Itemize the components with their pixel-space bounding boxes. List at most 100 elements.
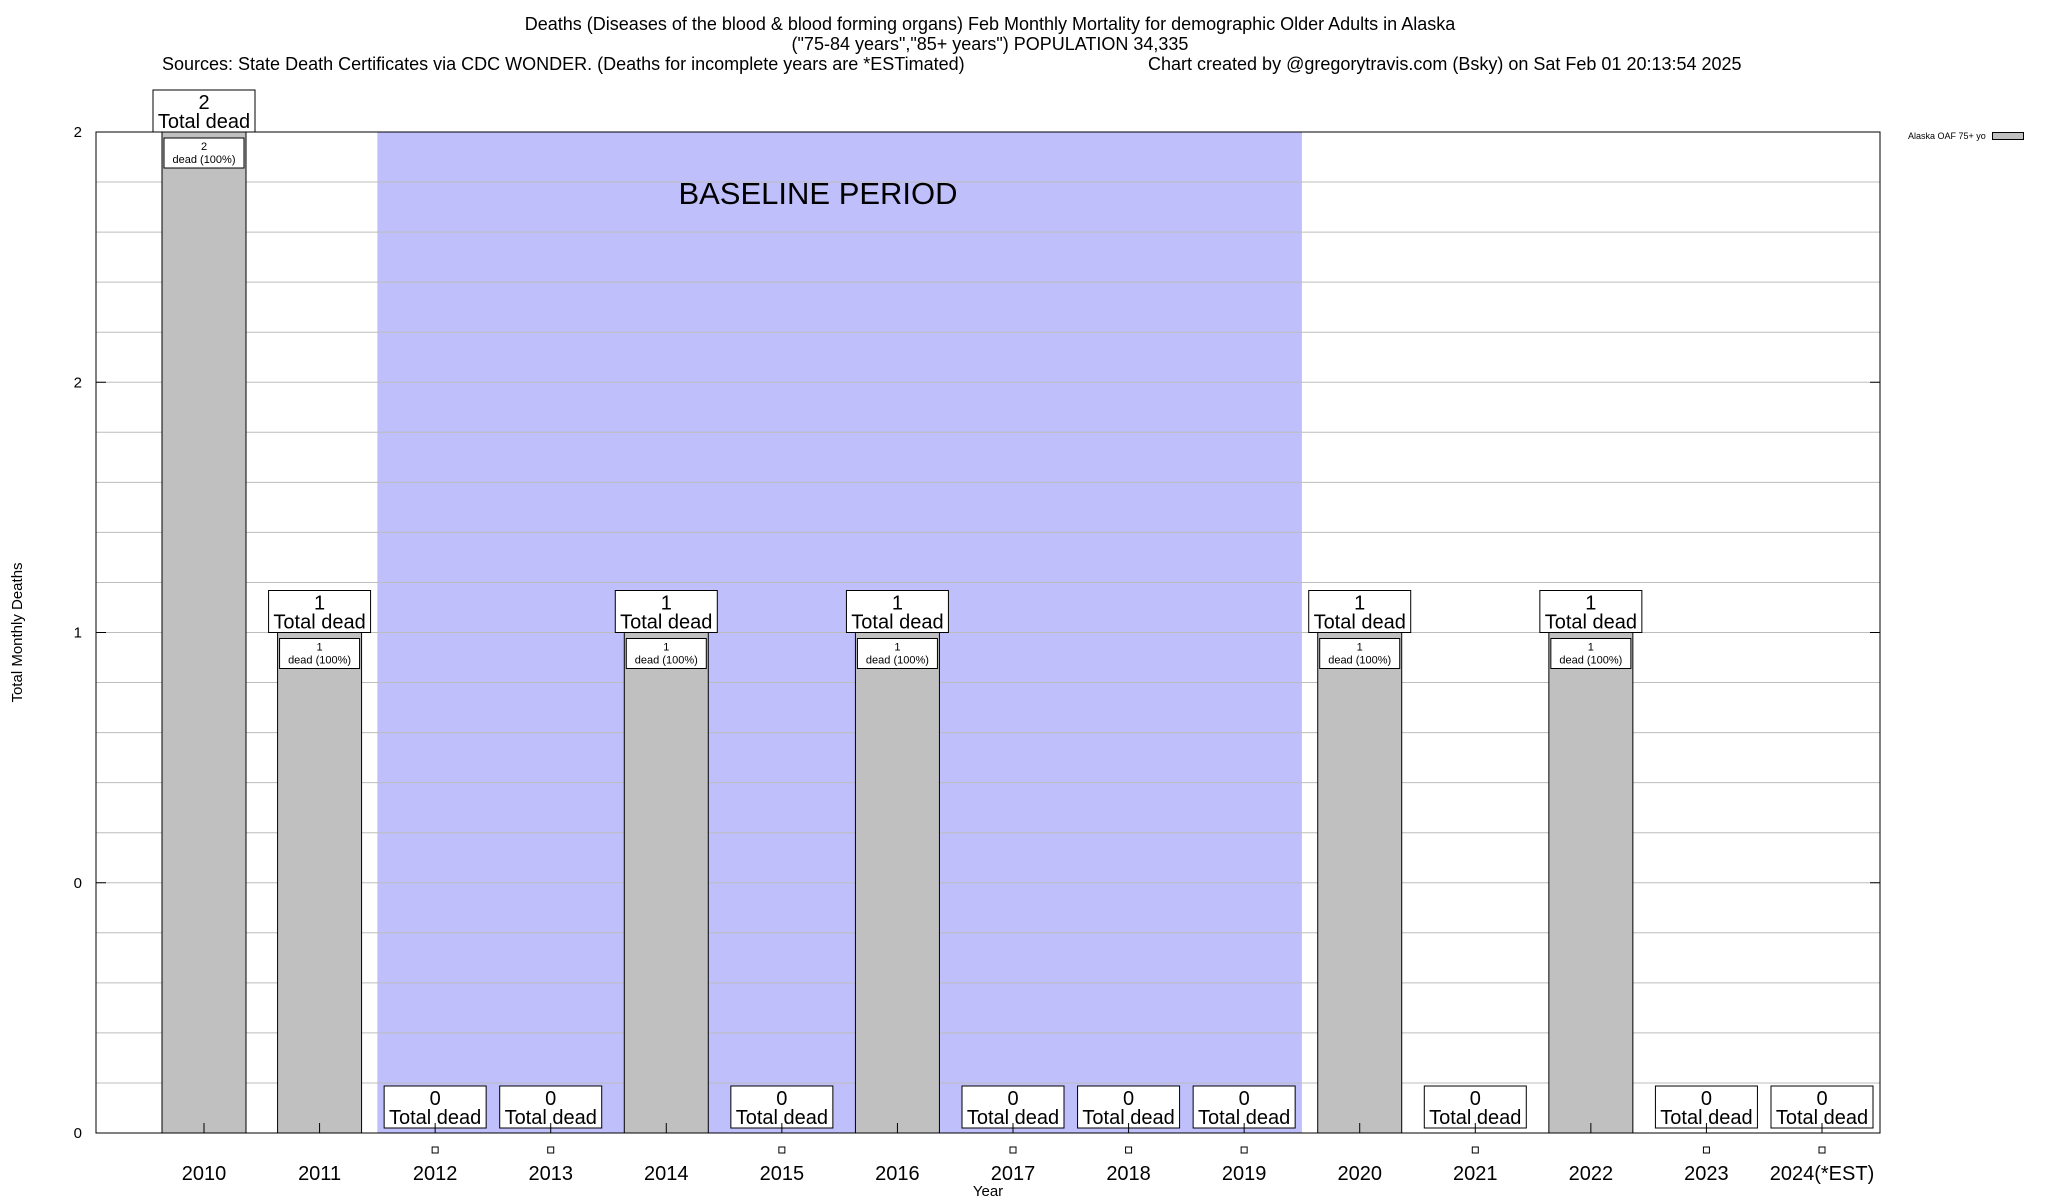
zero-marker: [778, 1146, 786, 1154]
x-tick-label: 2016: [875, 1163, 920, 1185]
total-value-label: 0: [430, 1088, 441, 1110]
total-label-box: [1192, 1085, 1296, 1129]
bar-inner-label-box: [279, 638, 361, 669]
total-text-label: Total dead: [158, 111, 250, 133]
bar-inner-label-box: [1550, 638, 1632, 669]
x-tick-label: 2019: [1222, 1163, 1267, 1185]
total-value-label: 1: [314, 593, 325, 615]
bar: [277, 632, 363, 1134]
x-tick-label: 2012: [413, 1163, 458, 1185]
total-value-label: 0: [1239, 1088, 1250, 1110]
total-value-label: 0: [1007, 1088, 1018, 1110]
bar-inner-label: 1: [663, 642, 669, 654]
bar-inner-label-sub: dead (100%): [635, 655, 698, 667]
total-label-box: [152, 89, 256, 133]
zero-marker: [1125, 1146, 1133, 1154]
bar-inner-label-sub: dead (100%): [1328, 655, 1391, 667]
chart-credit: Chart created by @gregorytravis.com (Bsk…: [1148, 54, 1742, 74]
total-text-label: Total dead: [736, 1107, 828, 1129]
total-value-label: 1: [1585, 593, 1596, 615]
x-tick-label: 2024(*EST): [1770, 1163, 1875, 1185]
total-value-label: 0: [1470, 1088, 1481, 1110]
bar: [1548, 632, 1634, 1134]
bar-inner-label: 1: [317, 642, 323, 654]
x-tick-label: 2018: [1106, 1163, 1151, 1185]
y-axis-title: Total Monthly Deaths: [9, 562, 26, 702]
total-label-box: [268, 590, 372, 633]
total-label-box: [383, 1085, 487, 1129]
bar-inner-label-sub: dead (100%): [866, 655, 929, 667]
total-text-label: Total dead: [1660, 1107, 1752, 1129]
plot-frame: [95, 131, 1881, 1134]
total-value-label: 0: [1701, 1088, 1712, 1110]
bar: [854, 632, 940, 1134]
y-tick-label: 0: [74, 1125, 82, 1142]
total-text-label: Total dead: [505, 1107, 597, 1129]
total-label-box: [1308, 590, 1412, 633]
bar: [161, 131, 247, 1134]
total-value-label: 0: [776, 1088, 787, 1110]
bar-inner-label-box: [1319, 638, 1401, 669]
chart-legend: Alaska OAF 75+ yo: [1908, 131, 2024, 141]
y-tick-label: 2: [74, 124, 82, 141]
x-tick-label: 2010: [182, 1163, 227, 1185]
chart-title-line-2: ("75-84 years","85+ years") POPULATION 3…: [791, 34, 1189, 54]
bar-inner-label-sub: dead (100%): [1559, 655, 1622, 667]
total-text-label: Total dead: [273, 612, 365, 634]
total-text-label: Total dead: [1776, 1107, 1868, 1129]
total-label-box: [845, 590, 949, 633]
total-text-label: Total dead: [1198, 1107, 1290, 1129]
chart-title-line-1: Deaths (Diseases of the blood & blood fo…: [524, 14, 1456, 34]
bars: [161, 131, 1826, 1154]
total-text-label: Total dead: [1314, 612, 1406, 634]
x-tick-label: 2021: [1453, 1163, 1498, 1185]
zero-marker: [1471, 1146, 1479, 1154]
total-text-label: Total dead: [389, 1107, 481, 1129]
x-tick-label: 2020: [1337, 1163, 1382, 1185]
bar-inner-label: 2: [201, 141, 207, 153]
total-label-box: [730, 1085, 834, 1129]
zero-marker: [1009, 1146, 1017, 1154]
total-label-box: [1770, 1085, 1874, 1129]
total-value-label: 0: [545, 1088, 556, 1110]
total-label-box: [1654, 1085, 1758, 1129]
x-tick-label: 2023: [1684, 1163, 1729, 1185]
zero-marker: [1240, 1146, 1248, 1154]
x-axis: 2010 2011 2012 2013 2014 2015 2016 2017 2018 2019…: [182, 1123, 1875, 1185]
zero-marker: [1702, 1146, 1710, 1154]
total-value-label: 1: [661, 593, 672, 615]
total-text-label: Total dead: [1545, 612, 1637, 634]
baseline-period-label: BASELINE PERIOD: [678, 176, 957, 211]
y-tick-label: 2: [74, 374, 82, 391]
total-label-box: [614, 590, 718, 633]
x-tick-label: 2013: [528, 1163, 573, 1185]
zero-marker: [431, 1146, 439, 1154]
bar-inner-label-sub: dead (100%): [173, 154, 236, 166]
x-tick-label: 2011: [298, 1163, 341, 1185]
y-tick-label: 1: [74, 625, 82, 642]
bar: [1317, 632, 1403, 1134]
total-label-box: [1423, 1085, 1527, 1129]
total-value-label: 0: [1123, 1088, 1134, 1110]
y-tick-label: 0: [74, 875, 82, 892]
total-text-label: Total dead: [1082, 1107, 1174, 1129]
total-text-label: Total dead: [967, 1107, 1059, 1129]
total-label-box: [1539, 590, 1643, 633]
legend-swatch: [1991, 132, 2024, 140]
bar-inner-label-box: [856, 638, 938, 669]
bar-inner-label: 1: [1357, 642, 1363, 654]
zero-marker: [547, 1146, 555, 1154]
total-value-label: 2: [198, 92, 209, 114]
total-text-label: Total dead: [851, 612, 943, 634]
chart-sources: Sources: State Death Certificates via CD…: [162, 54, 965, 74]
legend-label: Alaska OAF 75+ yo: [1908, 131, 1986, 141]
bar-inner-label-box: [625, 638, 707, 669]
bar-inner-label: 1: [1588, 642, 1594, 654]
total-text-label: Total dead: [620, 612, 712, 634]
total-value-label: 1: [892, 593, 903, 615]
x-axis-title: Year: [973, 1183, 1003, 1200]
x-tick-label: 2017: [991, 1163, 1036, 1185]
total-label-box: [1077, 1085, 1181, 1129]
